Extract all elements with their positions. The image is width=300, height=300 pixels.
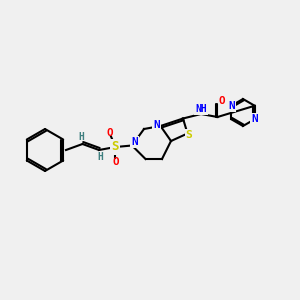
- Text: N: N: [131, 137, 138, 147]
- Text: S: S: [112, 140, 119, 154]
- Text: N: N: [154, 120, 160, 130]
- Text: N: N: [251, 114, 258, 124]
- Text: H: H: [78, 132, 84, 142]
- Text: O: O: [106, 128, 113, 138]
- Text: S: S: [186, 130, 192, 140]
- Text: H: H: [98, 152, 103, 162]
- Text: N: N: [228, 101, 235, 111]
- Text: O: O: [219, 96, 225, 106]
- Text: O: O: [112, 157, 119, 167]
- Text: NH: NH: [195, 104, 207, 115]
